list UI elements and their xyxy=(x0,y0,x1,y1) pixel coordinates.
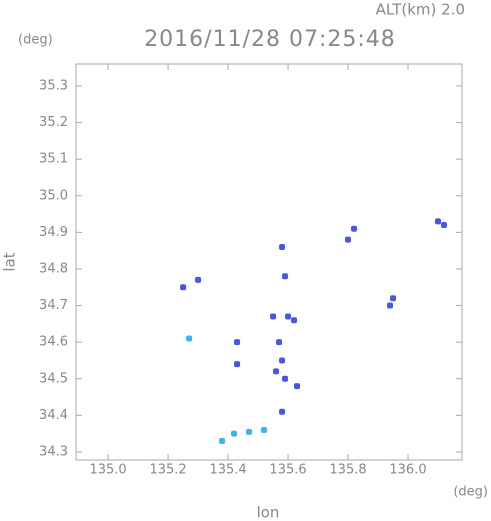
y-tick-label: 34.8 xyxy=(39,261,68,276)
echo xyxy=(180,284,187,291)
echo xyxy=(276,339,283,346)
echo xyxy=(282,273,289,280)
y-tick-label: 35.3 xyxy=(39,78,68,93)
x-axis-label: lon xyxy=(257,504,280,521)
y-tick-label: 34.9 xyxy=(39,225,68,240)
echo xyxy=(186,335,193,342)
echo xyxy=(261,426,268,433)
echo xyxy=(279,357,286,364)
chart-title: 2016/11/28 07:25:48 xyxy=(144,27,396,52)
echo xyxy=(345,236,352,243)
subtitle: ALT(km) 2.0 xyxy=(376,1,465,19)
echo xyxy=(246,428,253,435)
echo xyxy=(282,375,289,382)
x-tick-label: 135.8 xyxy=(329,463,366,478)
echo xyxy=(291,317,298,324)
echo xyxy=(435,218,442,225)
echo xyxy=(441,222,448,229)
echo xyxy=(270,313,277,320)
y-unit: (deg) xyxy=(18,33,53,48)
echo xyxy=(294,383,301,390)
y-tick-label: 35.0 xyxy=(39,188,68,203)
echo xyxy=(387,302,394,309)
plot-frame xyxy=(75,63,463,461)
y-tick-label: 34.6 xyxy=(39,335,68,350)
echo xyxy=(219,437,226,444)
x-unit: (deg) xyxy=(453,485,488,500)
echo xyxy=(234,361,241,368)
y-tick-label: 35.1 xyxy=(39,152,68,167)
echo xyxy=(351,225,358,232)
echo xyxy=(231,430,238,437)
echo xyxy=(279,408,286,415)
y-tick-label: 34.3 xyxy=(39,444,68,459)
x-tick-label: 135.6 xyxy=(269,463,306,478)
echo xyxy=(285,313,292,320)
echo xyxy=(390,295,397,302)
x-tick-label: 135.4 xyxy=(209,463,246,478)
echo xyxy=(273,368,280,375)
y-tick-label: 34.5 xyxy=(39,371,68,386)
x-tick-label: 135.2 xyxy=(149,463,186,478)
echo xyxy=(234,339,241,346)
y-tick-label: 35.2 xyxy=(39,115,68,130)
x-tick-label: 136.0 xyxy=(389,463,426,478)
y-axis-label: lat xyxy=(1,252,19,271)
x-tick-label: 135.0 xyxy=(89,463,126,478)
echo xyxy=(279,243,286,250)
y-tick-label: 34.7 xyxy=(39,298,68,313)
y-tick-label: 34.4 xyxy=(39,408,68,423)
echo xyxy=(195,276,202,283)
